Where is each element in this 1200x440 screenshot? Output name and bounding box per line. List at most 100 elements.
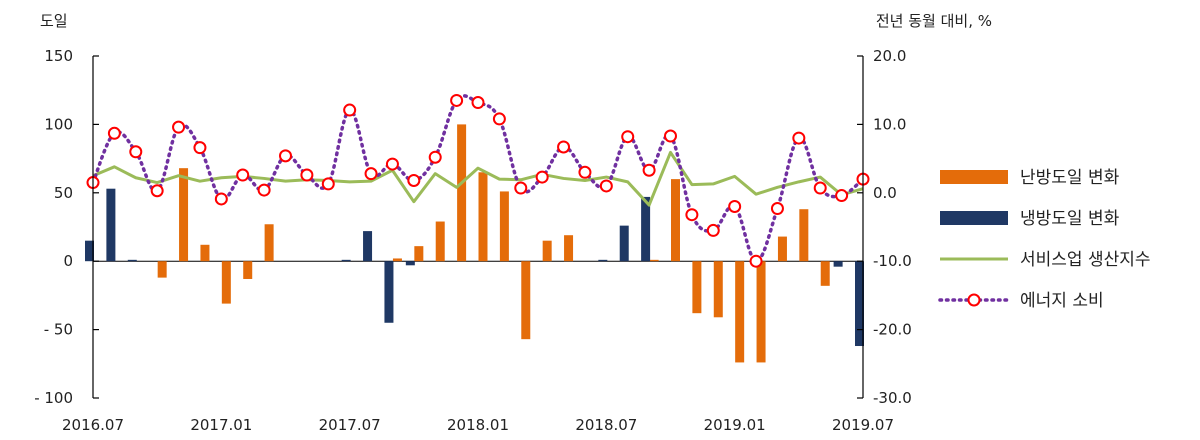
energy-marker-2018.04 xyxy=(535,170,549,184)
energy-marker-2017.11 xyxy=(428,150,442,164)
right-tick-label: -30.0 xyxy=(873,389,912,407)
left-tick-label: 50 xyxy=(54,184,73,202)
heating-bar-2016.12 xyxy=(200,244,210,262)
energy-marker-2018.06 xyxy=(578,165,592,179)
cooling-bar-2017.08 xyxy=(363,231,373,262)
energy-marker-2016.10 xyxy=(150,184,164,198)
energy-marker-2017.06 xyxy=(321,177,335,191)
energy-marker-2018.12 xyxy=(706,223,720,237)
x-tick-label: 2018.01 xyxy=(447,416,509,434)
energy-marker-2018.07 xyxy=(599,179,613,193)
right-tick-label: 0.0 xyxy=(873,184,897,202)
x-tick-label: 2016.07 xyxy=(62,416,124,434)
cooling-bar-2017.09 xyxy=(384,261,394,323)
heating-bar-2018.01 xyxy=(478,172,488,262)
heating-bar-2018.09 xyxy=(649,259,659,262)
heating-bar-2018.02 xyxy=(499,191,509,262)
cooling-bar-2017.07 xyxy=(341,259,351,262)
legend-label-energy: 에너지 소비 xyxy=(1020,291,1104,311)
heating-bars-series xyxy=(157,124,830,363)
heating-bar-2019.05 xyxy=(820,261,830,286)
heating-bar-2018.03 xyxy=(521,261,531,340)
right-tick-label: 20.0 xyxy=(873,47,906,65)
energy-marker-2019.02 xyxy=(749,254,763,268)
energy-marker-2017.01 xyxy=(214,192,228,206)
x-tick-label: 2019.01 xyxy=(704,416,766,434)
energy-marker-2017.08 xyxy=(364,167,378,181)
energy-marker-2018.09 xyxy=(642,163,656,177)
energy-marker-2018.10 xyxy=(664,129,677,143)
cooling-bars-series xyxy=(85,188,864,347)
legend-label-heating: 난방도일 변화 xyxy=(1020,168,1120,188)
axes xyxy=(92,56,864,398)
heating-bar-2019.02 xyxy=(756,261,766,363)
heating-bar-2017.03 xyxy=(264,224,274,262)
heating-bar-2019.03 xyxy=(777,236,787,262)
cooling-bar-2018.08 xyxy=(619,225,629,262)
x-axis-ticks: 2016.07 2017.01 2017.07 2018.01 2018.07 2019.… xyxy=(62,416,894,434)
energy-marker-2018.03 xyxy=(514,181,528,195)
energy-marker-2018.11 xyxy=(685,208,699,222)
heating-bar-2017.02 xyxy=(243,261,253,279)
energy-marker-2016.09 xyxy=(129,145,143,159)
heating-bar-2018.11 xyxy=(692,261,702,314)
energy-marker-2018.02 xyxy=(492,112,506,126)
cooling-bar-2019.06 xyxy=(833,261,843,267)
heating-bar-2017.11 xyxy=(435,221,445,262)
energy-marker-2018.05 xyxy=(557,140,571,154)
left-tick-label: - 50 xyxy=(44,321,73,339)
legend-label-cooling: 냉방도일 변화 xyxy=(1020,209,1120,229)
cooling-bar-2017.10 xyxy=(405,261,415,266)
legend-marker-energy xyxy=(967,293,981,307)
heating-bar-2019.04 xyxy=(799,209,809,262)
heating-bar-2018.12 xyxy=(713,261,723,318)
x-tick-label: 2017.01 xyxy=(190,416,252,434)
cooling-bar-2019.07 xyxy=(855,261,864,347)
energy-marker-2017.07 xyxy=(343,103,357,117)
service-production-line xyxy=(92,150,864,207)
energy-marker-2017.02 xyxy=(236,168,250,182)
energy-marker-2016.11 xyxy=(172,120,186,134)
energy-marker-2019.04 xyxy=(792,131,806,145)
energy-marker-2016.12 xyxy=(193,141,207,155)
heating-bar-2018.10 xyxy=(671,179,680,262)
energy-marker-2018.08 xyxy=(621,130,635,144)
energy-line-series xyxy=(86,93,870,268)
heating-bar-2017.01 xyxy=(221,261,231,304)
left-tick-label: 100 xyxy=(44,115,73,133)
heating-bar-2017.12 xyxy=(457,124,467,262)
right-tick-label: -10.0 xyxy=(873,252,912,270)
heating-bar-2018.05 xyxy=(564,235,574,262)
right-axis-unit-label: 전년 동월 대비, % xyxy=(876,12,992,30)
cooling-bar-2016.09 xyxy=(127,259,137,262)
energy-marker-2017.12 xyxy=(450,93,464,107)
energy-marker-2019.06 xyxy=(835,189,849,203)
cooling-bar-2016.08 xyxy=(106,188,116,262)
energy-marker-2018.01 xyxy=(471,96,485,110)
energy-marker-2016.08 xyxy=(107,126,121,140)
cooling-bar-2018.09 xyxy=(641,196,651,262)
cooling-bar-2018.07 xyxy=(598,259,608,262)
cooling-bar-2016.07 xyxy=(85,240,94,262)
energy-marker-2017.03 xyxy=(257,183,271,197)
heating-bar-2019.01 xyxy=(735,261,745,363)
energy-marker-2019.05 xyxy=(813,181,827,195)
right-tick-label: -20.0 xyxy=(873,321,912,339)
heating-bar-2017.09 xyxy=(392,258,402,262)
energy-marker-2019.03 xyxy=(770,202,784,216)
legend-swatch-cooling xyxy=(940,211,1008,225)
x-tick-label: 2017.07 xyxy=(319,416,381,434)
left-tick-label: 0 xyxy=(63,252,73,270)
heating-bar-2018.04 xyxy=(542,240,552,262)
heating-bar-2017.10 xyxy=(414,246,424,262)
left-axis-ticks: 150 100 50 0 - 50 - 100 xyxy=(34,47,99,407)
energy-marker-2017.09 xyxy=(385,157,399,171)
left-tick-label: - 100 xyxy=(34,389,73,407)
x-tick-label: 2018.07 xyxy=(575,416,637,434)
x-tick-label: 2019.07 xyxy=(832,416,894,434)
energy-marker-2017.05 xyxy=(300,168,314,182)
left-axis-unit-label: 도일 xyxy=(40,12,68,30)
energy-marker-2017.10 xyxy=(407,173,421,187)
